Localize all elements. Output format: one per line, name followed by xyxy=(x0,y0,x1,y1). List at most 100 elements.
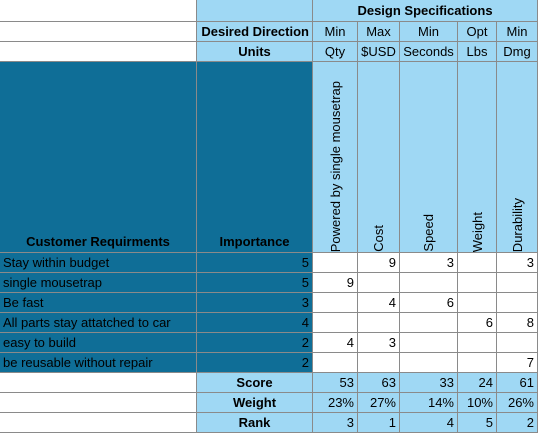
score-cell-text: 9 xyxy=(346,275,354,290)
direction: Opt xyxy=(458,22,497,42)
importance-text: 5 xyxy=(301,255,309,270)
score-cell: 3 xyxy=(400,253,458,273)
score-cell: 4 xyxy=(358,293,400,313)
summary-label-text: Score xyxy=(236,375,273,390)
score-cell xyxy=(458,273,497,293)
score-cell xyxy=(400,313,458,333)
units-label-text: Units xyxy=(238,44,271,59)
score-cell xyxy=(458,353,497,373)
blank xyxy=(197,0,313,22)
requirement: easy to build xyxy=(0,333,197,353)
importance: 3 xyxy=(197,293,313,313)
unit-text: Seconds xyxy=(403,44,454,59)
blank xyxy=(0,0,197,22)
unit-text: $USD xyxy=(361,44,396,59)
column-name-text: Weight xyxy=(469,211,485,252)
score-cell-text: 6 xyxy=(485,315,493,330)
score-cell xyxy=(313,313,358,333)
summary-value-text: 3 xyxy=(346,415,354,430)
summary-value: 14% xyxy=(400,393,458,413)
column-name: Durability xyxy=(497,62,538,253)
summary-value-text: 1 xyxy=(388,415,396,430)
score-cell-text: 4 xyxy=(346,335,354,350)
column-name-text: Speed xyxy=(421,214,436,252)
direction: Min xyxy=(313,22,358,42)
score-cell: 7 xyxy=(497,353,538,373)
summary-value-text: 4 xyxy=(446,415,454,430)
unit: $USD xyxy=(358,42,400,62)
summary-label: Rank xyxy=(197,413,313,433)
spec-title: Design Specifications xyxy=(313,0,538,22)
direction-text: Min xyxy=(324,24,346,39)
score-cell-text: 4 xyxy=(388,295,396,310)
unit: Lbs xyxy=(458,42,497,62)
direction: Min xyxy=(497,22,538,42)
score-cell xyxy=(458,333,497,353)
unit: Dmg xyxy=(497,42,538,62)
summary-value-text: 26% xyxy=(507,395,534,410)
score-cell xyxy=(358,313,400,333)
score-cell: 3 xyxy=(497,253,538,273)
importance-text: 2 xyxy=(301,335,309,350)
importance: 5 xyxy=(197,253,313,273)
column-name-text: Cost xyxy=(371,225,386,252)
requirements-label-text: Customer Requirments xyxy=(26,234,170,249)
score-cell-text: 3 xyxy=(388,335,396,350)
score-cell xyxy=(313,253,358,273)
requirement-text: single mousetrap xyxy=(3,275,102,290)
importance: 2 xyxy=(197,333,313,353)
summary-value: 33 xyxy=(400,373,458,393)
summary-value-text: 63 xyxy=(381,375,396,390)
requirement-text: Be fast xyxy=(3,295,44,310)
summary-value-text: 10% xyxy=(466,395,493,410)
score-cell xyxy=(497,273,538,293)
score-cell xyxy=(458,253,497,273)
summary-value-text: 5 xyxy=(485,415,493,430)
score-cell: 6 xyxy=(400,293,458,313)
score-cell xyxy=(313,293,358,313)
direction-text: Opt xyxy=(466,24,488,39)
importance-label: Importance xyxy=(197,62,313,253)
requirement-text: All parts stay attatched to car xyxy=(3,315,171,330)
score-cell: 8 xyxy=(497,313,538,333)
summary-value: 24 xyxy=(458,373,497,393)
blank xyxy=(0,42,197,62)
direction: Max xyxy=(358,22,400,42)
requirement: be reusable without repair xyxy=(0,353,197,373)
summary-value-text: 2 xyxy=(526,415,534,430)
summary-value-text: 14% xyxy=(427,395,454,410)
score-cell xyxy=(400,333,458,353)
score-cell: 3 xyxy=(358,333,400,353)
score-cell: 6 xyxy=(458,313,497,333)
score-cell: 9 xyxy=(313,273,358,293)
importance-label-text: Importance xyxy=(219,234,290,249)
score-cell xyxy=(497,293,538,313)
requirements-label: Customer Requirments xyxy=(0,62,197,253)
blank xyxy=(0,22,197,42)
direction-label-text: Desired Direction xyxy=(201,24,309,39)
score-cell: 9 xyxy=(358,253,400,273)
blank xyxy=(0,413,197,433)
score-cell xyxy=(358,273,400,293)
score-cell-text: 8 xyxy=(526,315,534,330)
summary-value: 2 xyxy=(497,413,538,433)
importance-text: 4 xyxy=(301,315,309,330)
requirement-text: Stay within budget xyxy=(3,255,110,270)
unit: Qty xyxy=(313,42,358,62)
summary-label: Weight xyxy=(197,393,313,413)
importance-text: 5 xyxy=(301,275,309,290)
summary-value-text: 27% xyxy=(369,395,396,410)
requirement-text: be reusable without repair xyxy=(3,355,153,370)
direction-text: Min xyxy=(418,24,439,39)
column-name-text: Durability xyxy=(509,197,525,252)
column-name-text: Powered by single mousetrap xyxy=(327,80,343,252)
score-cell-text: 6 xyxy=(446,295,454,310)
summary-value: 3 xyxy=(313,413,358,433)
summary-value: 27% xyxy=(358,393,400,413)
score-cell xyxy=(497,333,538,353)
blank xyxy=(0,393,197,413)
score-cell-text: 7 xyxy=(526,355,534,370)
direction: Min xyxy=(400,22,458,42)
summary-value: 5 xyxy=(458,413,497,433)
